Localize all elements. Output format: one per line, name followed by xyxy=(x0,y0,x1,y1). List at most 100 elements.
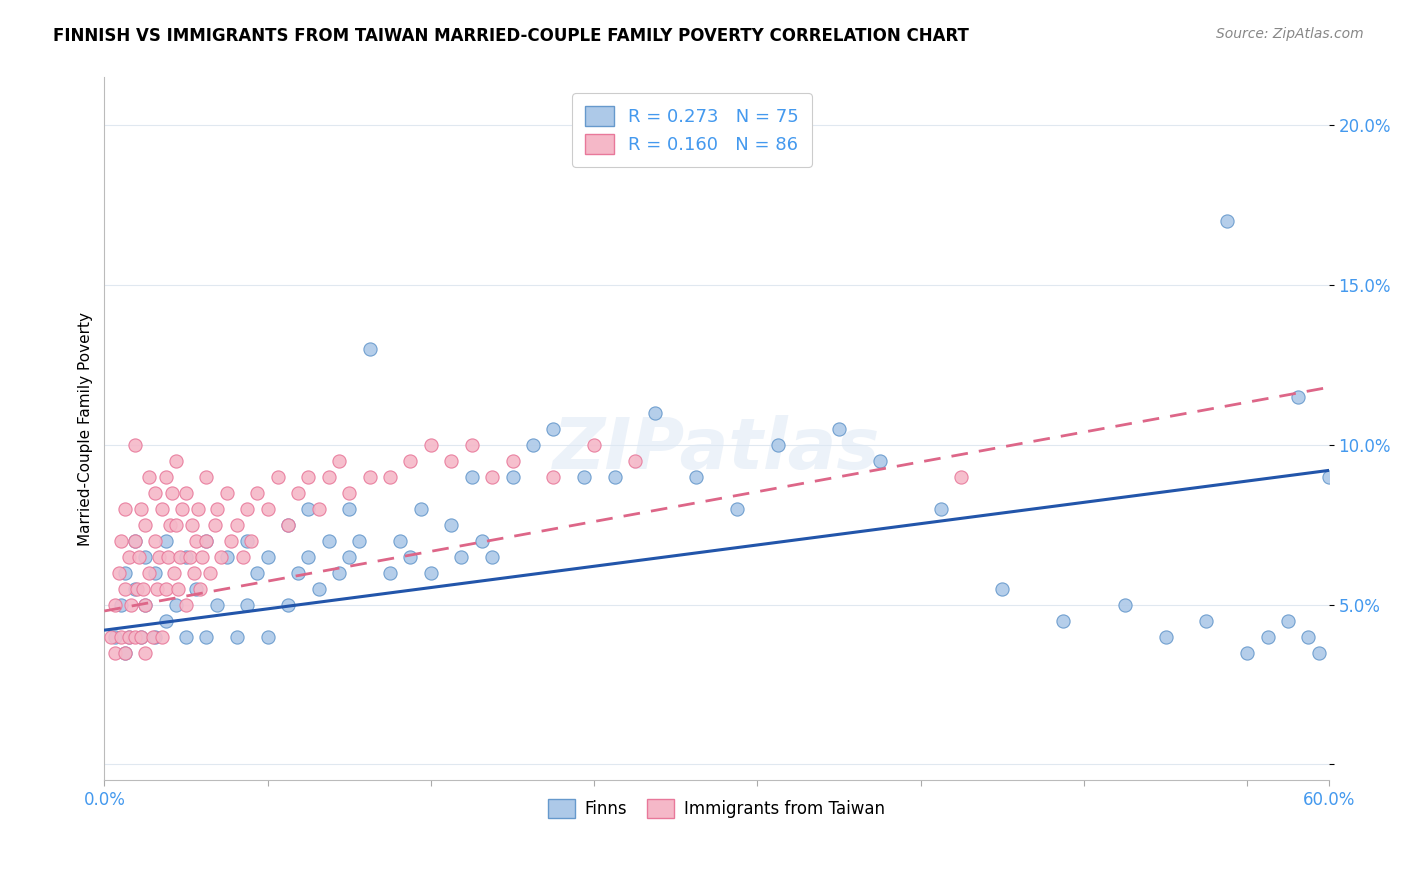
Point xyxy=(205,501,228,516)
Point xyxy=(145,485,167,500)
Point xyxy=(359,470,381,484)
Point xyxy=(481,549,503,564)
Point xyxy=(160,485,183,500)
Point xyxy=(277,517,299,532)
Point xyxy=(232,549,254,564)
Point xyxy=(991,582,1014,596)
Point xyxy=(337,501,360,516)
Point xyxy=(328,566,350,580)
Point xyxy=(378,566,401,580)
Point xyxy=(145,533,167,548)
Point xyxy=(219,533,242,548)
Point xyxy=(419,438,441,452)
Point xyxy=(188,582,211,596)
Point xyxy=(297,470,319,484)
Point xyxy=(103,646,125,660)
Point xyxy=(169,549,191,564)
Point xyxy=(246,485,269,500)
Point xyxy=(118,630,141,644)
Point xyxy=(1114,598,1136,612)
Point xyxy=(166,582,188,596)
Point xyxy=(145,630,167,644)
Point xyxy=(869,454,891,468)
Point xyxy=(471,533,494,548)
Point xyxy=(287,566,309,580)
Point xyxy=(287,485,309,500)
Point xyxy=(481,470,503,484)
Point xyxy=(146,582,169,596)
Point xyxy=(502,454,524,468)
Point xyxy=(114,646,136,660)
Point xyxy=(1286,390,1309,404)
Point xyxy=(174,549,197,564)
Point xyxy=(603,470,626,484)
Point xyxy=(145,566,167,580)
Point xyxy=(204,517,226,532)
Point xyxy=(226,630,249,644)
Point xyxy=(138,566,160,580)
Point xyxy=(181,517,204,532)
Point xyxy=(460,470,482,484)
Point xyxy=(200,566,222,580)
Point xyxy=(583,438,606,452)
Point xyxy=(138,470,160,484)
Point xyxy=(134,598,156,612)
Point xyxy=(165,598,187,612)
Point xyxy=(460,438,482,452)
Point xyxy=(308,501,330,516)
Point xyxy=(179,549,201,564)
Point xyxy=(132,582,155,596)
Point xyxy=(226,517,249,532)
Point xyxy=(337,549,360,564)
Point xyxy=(1216,214,1239,228)
Point xyxy=(256,630,278,644)
Point xyxy=(1052,614,1074,628)
Point xyxy=(522,438,544,452)
Point xyxy=(328,454,350,468)
Point xyxy=(256,501,278,516)
Point xyxy=(156,549,179,564)
Point xyxy=(236,501,259,516)
Point xyxy=(318,533,340,548)
Point xyxy=(128,549,150,564)
Point xyxy=(134,598,156,612)
Point xyxy=(114,582,136,596)
Point xyxy=(110,598,132,612)
Point xyxy=(150,630,173,644)
Point xyxy=(159,517,181,532)
Point xyxy=(125,582,148,596)
Point xyxy=(155,470,177,484)
Point xyxy=(1308,646,1330,660)
Legend: Finns, Immigrants from Taiwan: Finns, Immigrants from Taiwan xyxy=(541,793,891,825)
Point xyxy=(103,598,125,612)
Point xyxy=(174,630,197,644)
Point xyxy=(929,501,952,516)
Point xyxy=(134,517,156,532)
Point xyxy=(195,533,218,548)
Point xyxy=(440,517,463,532)
Point xyxy=(187,501,209,516)
Point xyxy=(148,549,170,564)
Point xyxy=(1277,614,1299,628)
Point xyxy=(236,598,259,612)
Point xyxy=(725,501,748,516)
Point xyxy=(174,485,197,500)
Point xyxy=(110,630,132,644)
Y-axis label: Married-Couple Family Poverty: Married-Couple Family Poverty xyxy=(79,312,93,546)
Point xyxy=(1257,630,1279,644)
Point xyxy=(440,454,463,468)
Point xyxy=(389,533,412,548)
Point xyxy=(114,566,136,580)
Point xyxy=(118,549,141,564)
Point xyxy=(129,630,152,644)
Point xyxy=(337,485,360,500)
Point xyxy=(155,582,177,596)
Point xyxy=(267,470,290,484)
Point xyxy=(155,614,177,628)
Point xyxy=(215,485,238,500)
Point xyxy=(378,470,401,484)
Point xyxy=(186,533,208,548)
Point xyxy=(502,470,524,484)
Point xyxy=(543,422,565,436)
Point xyxy=(195,533,218,548)
